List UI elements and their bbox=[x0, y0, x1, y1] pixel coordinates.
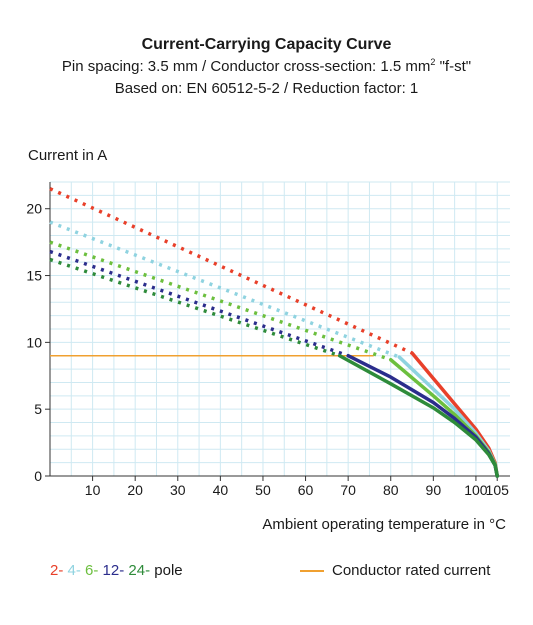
subtitle-main: Pin spacing: 3.5 mm / Conductor cross-se… bbox=[61, 58, 431, 75]
legend-pole-24: 24- bbox=[128, 562, 151, 579]
y-tick-label: 15 bbox=[26, 268, 42, 284]
legend-pole-suffix: pole bbox=[150, 562, 183, 579]
x-tick-label: 40 bbox=[213, 482, 229, 498]
x-tick-label: 105 bbox=[486, 482, 510, 498]
legend-pole-6: 6- bbox=[85, 562, 103, 579]
x-tick-label: 30 bbox=[170, 482, 186, 498]
chart-title: Current-Carrying Capacity Curve bbox=[141, 36, 392, 53]
chart-titles: Current-Carrying Capacity Curve Pin spac… bbox=[0, 34, 533, 100]
subtitle-tail: "f-st" bbox=[435, 58, 472, 75]
chart-subtitle: Pin spacing: 3.5 mm / Conductor cross-se… bbox=[0, 56, 533, 78]
legend-pole-2: 2- bbox=[50, 562, 68, 579]
y-tick-label: 20 bbox=[26, 201, 42, 217]
rated-current-legend-label: Conductor rated current bbox=[332, 562, 491, 579]
chart-subtitle-2: Based on: EN 60512-5-2 / Reduction facto… bbox=[114, 80, 419, 97]
series-12-pole-dashed bbox=[49, 249, 349, 358]
series-24-pole-solid bbox=[337, 353, 499, 478]
x-tick-label: 100 bbox=[464, 482, 488, 498]
x-tick-label: 50 bbox=[255, 482, 271, 498]
x-tick-label: 60 bbox=[298, 482, 314, 498]
pole-legend: 2- 4- 6- 12- 24- pole bbox=[50, 562, 183, 579]
series-4-pole-dashed bbox=[49, 220, 400, 359]
x-tick-label: 70 bbox=[340, 482, 356, 498]
series-24-pole-dashed bbox=[49, 257, 341, 358]
y-tick-label: 10 bbox=[26, 334, 42, 350]
x-axis-label: Ambient operating temperature in °C bbox=[262, 516, 506, 533]
legend-pole-12: 12- bbox=[102, 562, 129, 579]
series-6-pole-solid bbox=[388, 357, 499, 478]
y-tick-label: 5 bbox=[34, 401, 42, 417]
x-tick-label: 90 bbox=[426, 482, 442, 498]
x-tick-label: 20 bbox=[127, 482, 143, 498]
series-2-pole-dashed bbox=[49, 187, 413, 355]
subtitle-superscript: 2 bbox=[430, 57, 436, 67]
series-6-pole-dashed bbox=[49, 240, 392, 362]
y-axis-label: Current in A bbox=[28, 147, 107, 164]
y-tick-label: 0 bbox=[34, 468, 42, 484]
legend-pole-4: 4- bbox=[67, 562, 86, 579]
rated-current-legend: Conductor rated current bbox=[300, 562, 490, 579]
rated-current-swatch bbox=[300, 569, 324, 572]
x-tick-label: 80 bbox=[383, 482, 399, 498]
x-tick-label: 10 bbox=[85, 482, 101, 498]
